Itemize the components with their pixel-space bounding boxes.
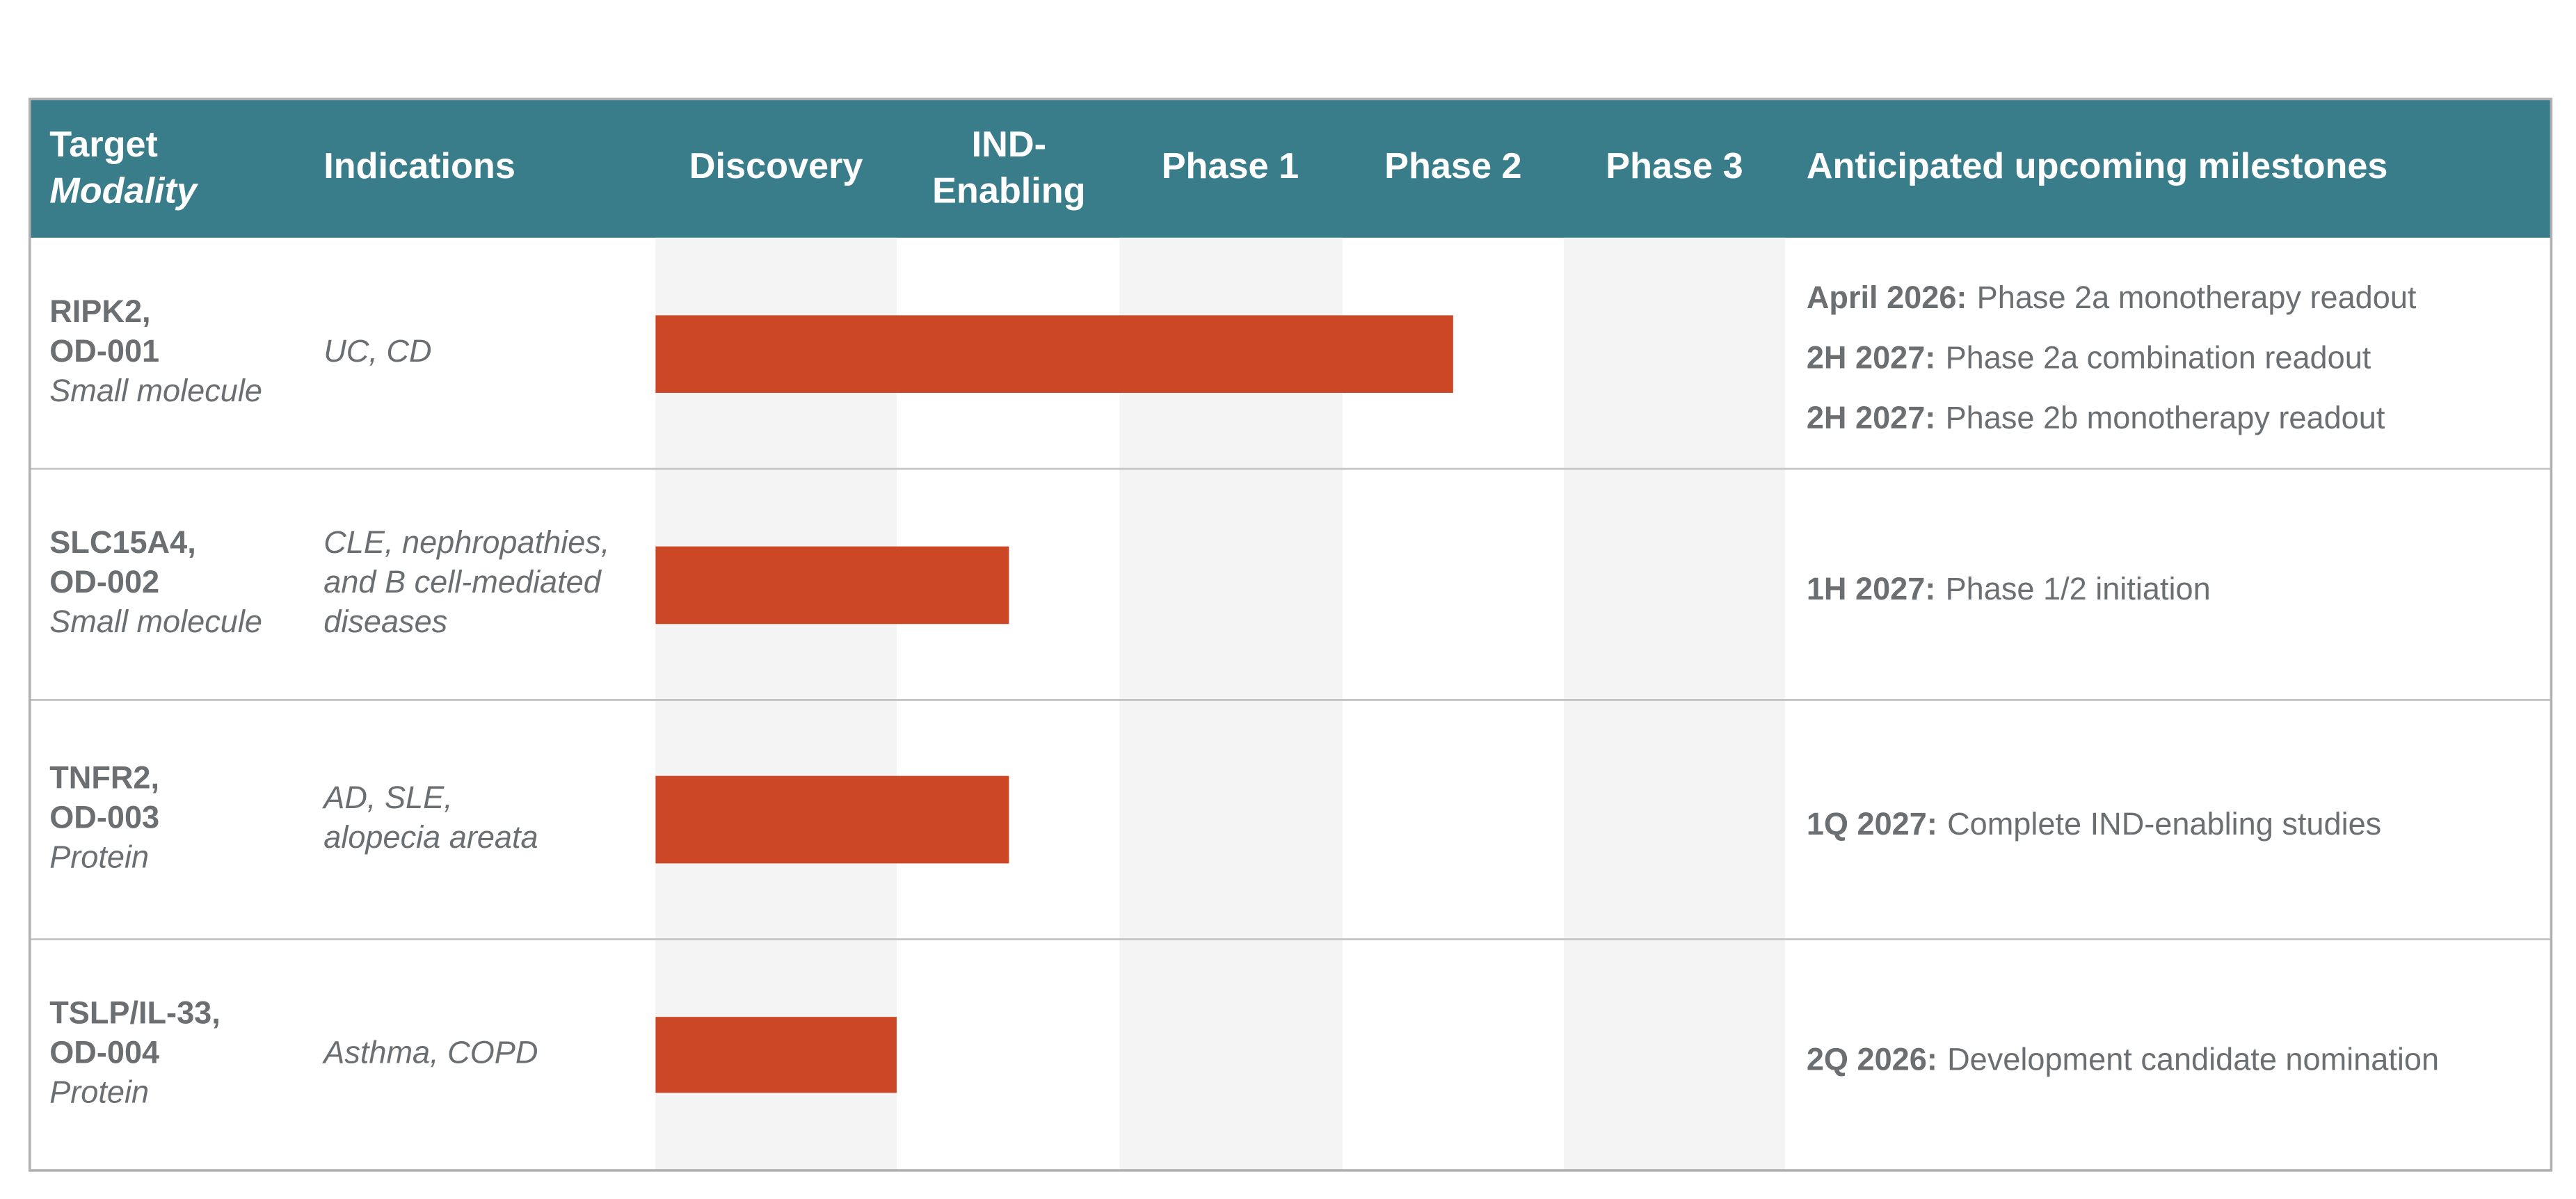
- target: OD-004: [49, 1035, 159, 1070]
- target: SLC15A4,: [49, 524, 196, 560]
- milestone: 2Q 2026: Development candidate nomination: [1807, 1041, 2439, 1077]
- table-border: [28, 97, 2553, 1172]
- indication: and B cell-mediated: [323, 564, 602, 600]
- header-phase-3: Phase 3: [1606, 146, 1743, 186]
- header-discovery: Discovery: [689, 146, 863, 186]
- phase-shading: [655, 237, 1785, 1170]
- indication: CLE, nephropathies,: [323, 524, 609, 560]
- header-indications: Indications: [323, 146, 515, 186]
- phase-3-shade: [1563, 237, 1785, 1170]
- indication: diseases: [323, 604, 447, 639]
- milestone: 2H 2027: Phase 2b monotherapy readout: [1807, 400, 2385, 435]
- milestone-date: April 2026:: [1807, 280, 1967, 315]
- milestone-text: Complete IND-enabling studies: [1947, 806, 2381, 842]
- progress-bar: [655, 546, 1009, 625]
- progress-bars: [655, 315, 1453, 1093]
- header-phase-2: Phase 2: [1384, 146, 1521, 186]
- milestone-date: 2H 2027:: [1807, 339, 1936, 375]
- milestone-date: 1Q 2027:: [1807, 806, 1937, 842]
- milestone: 1H 2027: Phase 1/2 initiation: [1807, 571, 2211, 606]
- header-bar: [29, 99, 2552, 238]
- modality: Protein: [49, 1075, 149, 1110]
- target: OD-003: [49, 799, 159, 835]
- header-ind-enabling: IND-: [972, 124, 1046, 165]
- milestone-date: 2Q 2026:: [1807, 1041, 1937, 1077]
- discovery-shade: [655, 237, 897, 1170]
- modality: Protein: [49, 839, 149, 874]
- indication: UC, CD: [323, 333, 431, 369]
- milestone: 2H 2027: Phase 2a combination readout: [1807, 339, 2371, 375]
- milestone-date: 2H 2027:: [1807, 400, 1936, 435]
- progress-bar: [655, 775, 1009, 864]
- milestone-text: Phase 2b monotherapy readout: [1946, 400, 2385, 435]
- target: TSLP/IL-33,: [49, 995, 221, 1031]
- header-target: Target: [49, 124, 158, 165]
- indication: Asthma, COPD: [321, 1035, 538, 1070]
- milestone-text: Phase 2a combination readout: [1946, 339, 2371, 375]
- header-ind-enabling: Enabling: [932, 171, 1085, 211]
- modality: Small molecule: [49, 604, 262, 639]
- phase-1-shade: [1119, 237, 1343, 1170]
- milestone: April 2026: Phase 2a monotherapy readout: [1807, 280, 2417, 315]
- progress-bar: [655, 1017, 897, 1093]
- milestone-text: Phase 2a monotherapy readout: [1977, 280, 2417, 315]
- header-milestones: Anticipated upcoming milestones: [1807, 146, 2388, 186]
- indication: AD, SLE,: [321, 780, 452, 815]
- milestone: 1Q 2027: Complete IND-enabling studies: [1807, 806, 2381, 842]
- target: OD-002: [49, 564, 159, 600]
- progress-bar: [655, 315, 1453, 393]
- target: OD-001: [49, 333, 159, 369]
- row-dividers: [29, 467, 2552, 941]
- milestone-text: Phase 1/2 initiation: [1946, 571, 2211, 606]
- indication: alopecia areata: [323, 819, 538, 855]
- target: TNFR2,: [49, 759, 159, 795]
- header-modality: Modality: [49, 171, 199, 211]
- header-phase-1: Phase 1: [1162, 146, 1299, 186]
- milestone-text: Development candidate nomination: [1947, 1041, 2439, 1077]
- modality: Small molecule: [49, 373, 262, 408]
- target: RIPK2,: [49, 293, 150, 329]
- milestone-date: 1H 2027:: [1807, 571, 1936, 606]
